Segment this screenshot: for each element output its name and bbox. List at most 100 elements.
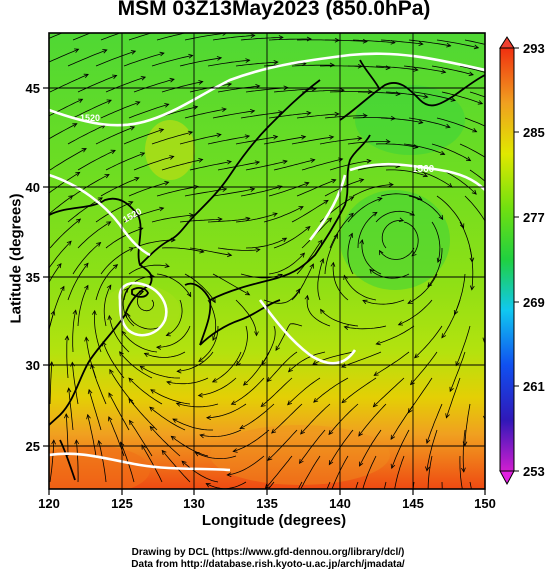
- streamline-arrow: [390, 463, 396, 470]
- streamline-arrow: [74, 439, 80, 445]
- streamline: [156, 325, 191, 348]
- streamline-arrow: [300, 429, 305, 435]
- streamline: [271, 403, 303, 434]
- streamline: [427, 248, 443, 287]
- streamline: [273, 226, 311, 249]
- streamline: [394, 455, 405, 489]
- streamline: [100, 101, 140, 119]
- streamline-arrow: [426, 494, 430, 498]
- streamline: [379, 247, 415, 260]
- streamline: [431, 143, 471, 161]
- streamline: [71, 362, 79, 405]
- streamline: [441, 299, 461, 339]
- streamline: [358, 403, 387, 437]
- streamline: [446, 377, 461, 418]
- x-tick-label: 150: [474, 496, 496, 511]
- streamline-arrow: [164, 180, 170, 186]
- streamline: [144, 351, 186, 358]
- streamline: [288, 351, 326, 372]
- streamline: [320, 309, 359, 327]
- data-credit: Data from http://database.rish.kyoto-u.a…: [131, 559, 405, 570]
- streamline-arrow: [298, 458, 304, 465]
- streamline: [385, 169, 428, 177]
- streamline: [375, 65, 418, 71]
- streamline-arrow: [217, 217, 223, 222]
- streamline: [240, 185, 282, 197]
- streamline: [329, 160, 371, 171]
- streamline-arrow: [372, 402, 378, 408]
- streamline-arrow: [455, 361, 460, 367]
- streamline-arrow: [216, 132, 222, 138]
- streamline: [128, 264, 170, 275]
- streamline-arrow: [72, 309, 78, 315]
- streamline: [126, 313, 163, 330]
- streamline: [49, 123, 77, 140]
- streamline-arrow: [495, 364, 499, 368]
- streamline-arrow: [300, 252, 305, 258]
- streamline: [123, 207, 164, 223]
- streamline-arrow: [272, 212, 278, 217]
- streamline-arrow: [128, 398, 134, 404]
- streamline: [426, 403, 443, 444]
- streamline: [436, 39, 479, 49]
- streamline-arrow: [278, 35, 284, 40]
- streamline-arrow: [75, 218, 82, 224]
- streamline: [268, 38, 311, 41]
- contour-label: 1560: [412, 164, 435, 175]
- streamline-arrow: [295, 288, 301, 294]
- streamline: [102, 341, 125, 379]
- streamline: [357, 212, 378, 249]
- streamline-arrow: [306, 110, 312, 116]
- streamline: [265, 455, 293, 489]
- streamline-arrow: [44, 337, 48, 341]
- streamline: [150, 389, 191, 405]
- streamline-arrow: [523, 77, 528, 81]
- streamline: [91, 364, 107, 405]
- streamline: [300, 403, 331, 435]
- streamline: [227, 455, 265, 476]
- streamline: [240, 111, 283, 119]
- streamline: [431, 221, 441, 263]
- streamline-arrow: [468, 71, 474, 77]
- streamline-arrow: [362, 299, 368, 305]
- streamline-arrow: [320, 308, 325, 314]
- streamline-arrow: [135, 101, 141, 106]
- streamline: [100, 33, 122, 41]
- streamline-arrow: [230, 400, 237, 405]
- streamline: [49, 195, 73, 215]
- streamline: [68, 388, 74, 431]
- streamline: [212, 110, 255, 119]
- streamline: [291, 263, 314, 301]
- streamline-arrow: [273, 60, 279, 65]
- streamline: [359, 429, 382, 467]
- streamline: [301, 158, 343, 171]
- streamline-arrow: [287, 367, 293, 373]
- streamline: [49, 172, 80, 194]
- streamline-arrow: [83, 73, 89, 79]
- streamline-arrow: [187, 130, 194, 136]
- streamline: [128, 181, 169, 197]
- streamline: [95, 50, 136, 67]
- streamline: [207, 217, 250, 223]
- streamline: [103, 285, 112, 327]
- streamline-arrow: [313, 397, 319, 403]
- streamline: [40, 414, 44, 456]
- streamline: [488, 456, 498, 497]
- streamline-arrow: [359, 239, 364, 245]
- streamline-arrow: [329, 62, 335, 68]
- streamline: [212, 351, 242, 383]
- x-axis-label: Longitude (degrees): [201, 512, 347, 529]
- streamline: [212, 188, 255, 197]
- streamline: [176, 402, 219, 408]
- streamline: [66, 335, 69, 379]
- streamline-arrow: [377, 197, 383, 202]
- streamline-arrow: [373, 371, 379, 376]
- streamline: [267, 481, 275, 489]
- streamline: [149, 426, 181, 457]
- streamline: [94, 310, 102, 353]
- streamline: [195, 452, 237, 459]
- streamline-arrow: [418, 119, 424, 125]
- streamline-arrow: [106, 99, 112, 104]
- streamline: [408, 117, 451, 128]
- streamline: [263, 206, 304, 223]
